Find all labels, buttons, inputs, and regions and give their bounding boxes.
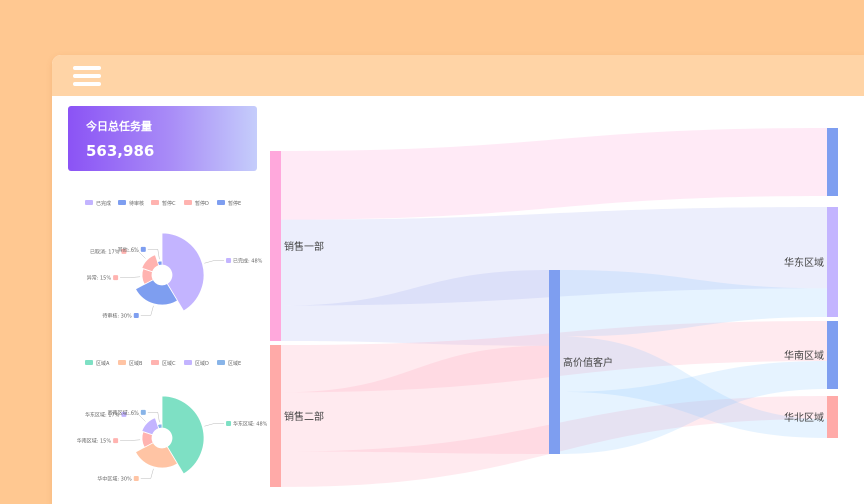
top-bar <box>52 55 864 96</box>
pie-slice-label: 华南区域: 15% <box>77 438 112 445</box>
region-pie-chart: 区域A 区域B 区域C 区域D 区域E 华东区域: 48% 华中区域: 30% 华南区域: 1… <box>77 360 267 482</box>
sankey-node-label: 华南区域 <box>784 349 824 362</box>
pie-leader-line <box>147 412 160 423</box>
sankey-node-label: 华东区域 <box>784 256 824 269</box>
sankey-link <box>281 128 827 220</box>
pie-slice <box>161 395 205 475</box>
sankey-node <box>827 207 838 317</box>
legend-swatch <box>85 360 93 365</box>
legend-swatch <box>85 200 93 205</box>
pie-center-hole <box>152 428 172 448</box>
pie-center-hole <box>152 265 172 285</box>
pie-label-swatch <box>113 438 119 444</box>
sankey-node-label: 华北区域 <box>784 411 824 424</box>
pie-slice-label: 其他: 6% <box>118 246 139 253</box>
pie-leader-line <box>120 276 141 278</box>
total-tasks-card: 今日总任务量 563,986 <box>68 106 257 171</box>
legend-swatch <box>118 360 126 365</box>
pie-leader-line <box>140 468 154 479</box>
pie-slice <box>141 417 160 436</box>
sankey-link <box>560 270 827 337</box>
legend-label: 暂停D <box>195 200 209 207</box>
legend-swatch <box>217 200 225 205</box>
pie-slice <box>157 260 163 267</box>
legend-label: 暂停C <box>162 200 176 207</box>
sankey-node <box>549 270 560 454</box>
legend-swatch <box>151 200 159 205</box>
sankey-node-label: 销售二部 <box>284 410 324 423</box>
sankey-node-label: 销售一部 <box>284 240 324 253</box>
pie-leader-line <box>147 249 160 260</box>
legend-swatch <box>118 200 126 205</box>
legend-swatch <box>184 360 192 365</box>
sankey-node <box>270 151 281 341</box>
pie-slice <box>141 254 160 273</box>
pie-slice-label: 西南区域: 6% <box>108 409 139 416</box>
pie-slice-label: 华东区域: 48% <box>233 421 267 428</box>
sankey-node <box>827 321 838 389</box>
sankey-link <box>281 345 549 454</box>
legend-label: 区域E <box>228 360 241 367</box>
legend-label: 区域C <box>162 360 176 367</box>
sankey-link <box>281 270 549 346</box>
pie-slice-label: 待审核: 30% <box>102 312 132 319</box>
pie-slice <box>134 442 179 469</box>
sankey-node <box>270 345 281 487</box>
pie-slice-label: 华中区域: 30% <box>97 475 132 482</box>
legend-label: 待审核 <box>129 200 144 207</box>
pie-slice-label: 异常: 15% <box>87 275 112 282</box>
legend-swatch <box>184 200 192 205</box>
pie-label-swatch <box>226 258 232 264</box>
legend-label: 暂停E <box>228 200 241 207</box>
pie-label-swatch <box>133 475 139 481</box>
total-tasks-value: 563,986 <box>86 142 155 160</box>
pie-label-swatch <box>121 248 127 254</box>
sankey-node <box>827 128 838 196</box>
pie-label-swatch <box>133 312 139 318</box>
legend-label: 区域D <box>195 360 209 367</box>
pie-label-swatch <box>140 246 146 252</box>
sankey-link <box>560 361 827 454</box>
pie-label-swatch <box>140 409 146 415</box>
legend-label: 区域A <box>96 360 110 367</box>
legend-label: 区域B <box>129 360 143 367</box>
legend-swatch <box>217 360 225 365</box>
sankey-link <box>281 207 827 306</box>
pie-label-swatch <box>226 421 232 427</box>
pie-slice <box>134 279 179 306</box>
sankey-link <box>560 336 827 438</box>
task-status-pie-chart: 已完成 待审核 暂停C 暂停D 暂停E 已完成: 48% 待审核: 30% 异常: 15% 已取… <box>85 200 263 319</box>
sankey-node-label: 高价值客户 <box>563 356 613 369</box>
pie-slice-label: 已取消: 17% <box>90 248 120 255</box>
pie-leader-line <box>204 423 225 427</box>
total-tasks-title: 今日总任务量 <box>86 120 152 133</box>
pie-leader-line <box>128 414 146 422</box>
legend-label: 已完成 <box>96 200 111 207</box>
pie-label-swatch <box>113 275 119 281</box>
pie-leader-line <box>140 305 154 316</box>
dashboard-window: 今日总任务量 563,986 已完成 待审核 暂停C 暂停D 暂停E 已完成: 48% 待审… <box>52 55 864 504</box>
pie-slice-label: 华东区域: 17% <box>85 411 120 418</box>
pie-slice <box>161 232 205 312</box>
sankey-node <box>827 396 838 438</box>
pie-leader-line <box>204 260 225 264</box>
pie-leader-line <box>120 439 141 441</box>
hamburger-menu-icon[interactable] <box>73 66 101 86</box>
pie-slice-label: 已完成: 48% <box>233 258 263 265</box>
pie-slice <box>157 423 163 430</box>
legend-swatch <box>151 360 159 365</box>
pie-leader-line <box>128 251 146 259</box>
pie-label-swatch <box>121 411 127 417</box>
